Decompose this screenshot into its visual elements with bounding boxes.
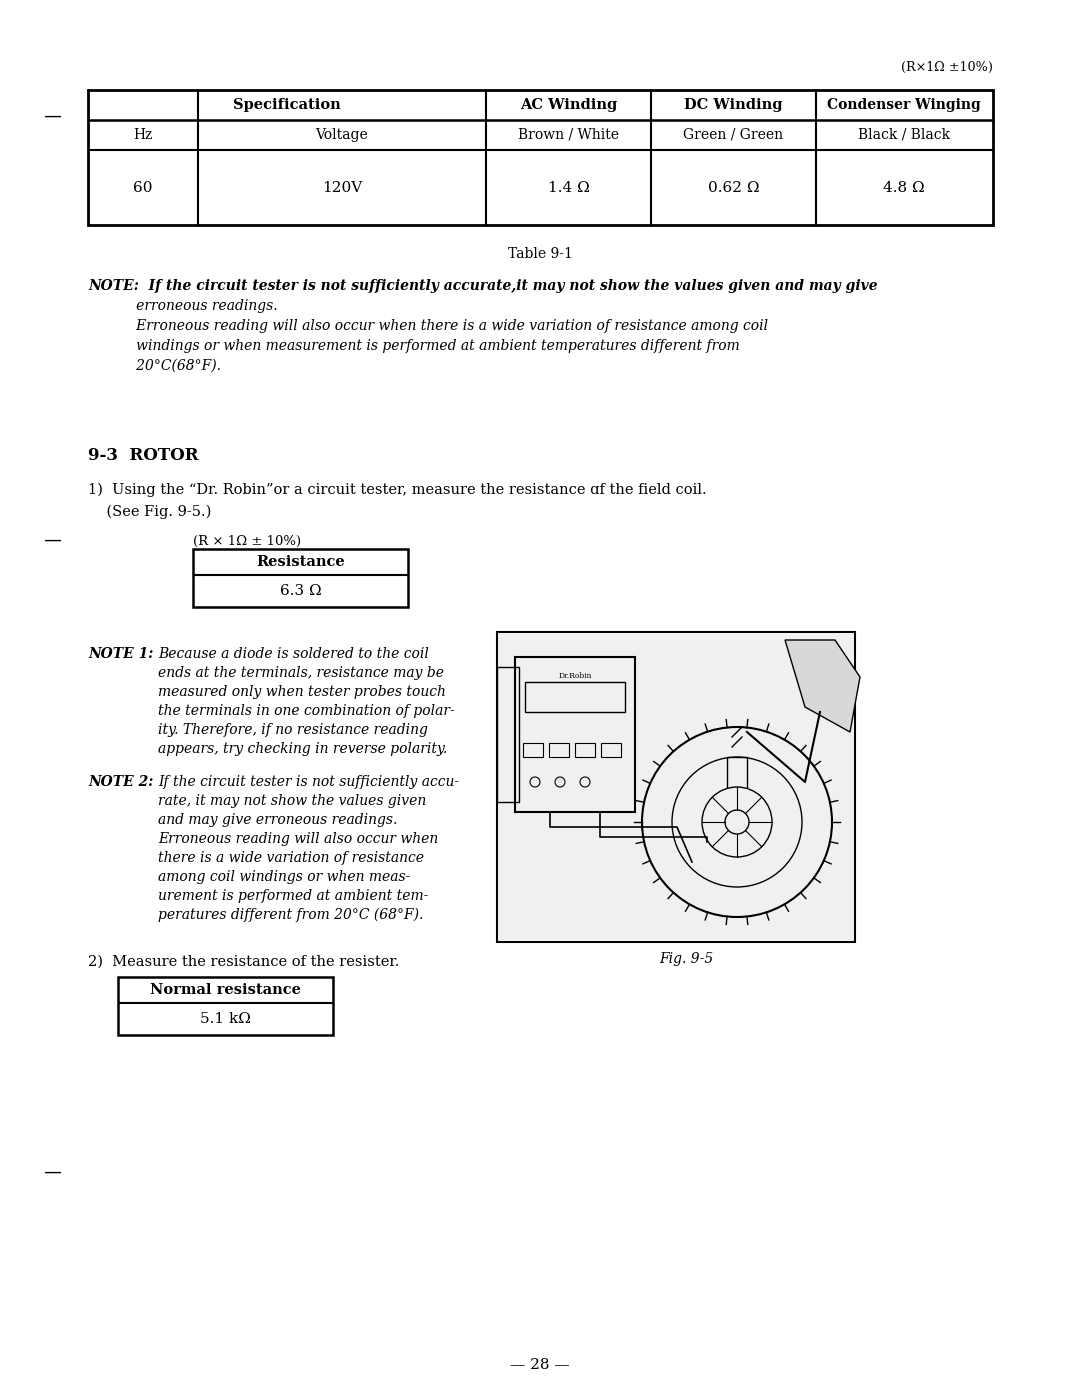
Text: among coil windings or when meas-: among coil windings or when meas-: [158, 869, 410, 883]
Text: 9-3  ROTOR: 9-3 ROTOR: [87, 447, 199, 463]
Text: Voltage: Voltage: [315, 127, 368, 141]
Text: 4.8 Ω: 4.8 Ω: [883, 181, 926, 195]
Text: ends at the terminals, resistance may be: ends at the terminals, resistance may be: [158, 666, 444, 680]
Text: 2)  Measure the resistance of the resister.: 2) Measure the resistance of the resiste…: [87, 955, 400, 969]
Text: (R×1Ω ±10%): (R×1Ω ±10%): [901, 62, 993, 74]
Text: NOTE 1:: NOTE 1:: [87, 647, 153, 661]
Text: the terminals in one combination of polar-: the terminals in one combination of pola…: [158, 704, 455, 718]
Bar: [575, 743, 595, 757]
Text: —: —: [43, 1163, 60, 1182]
Bar: [118, 977, 333, 1035]
Bar: [523, 743, 543, 757]
Text: —: —: [43, 106, 60, 125]
Text: Hz: Hz: [133, 127, 152, 141]
Text: Because a diode is soldered to the coil: Because a diode is soldered to the coil: [158, 647, 429, 661]
Text: 20°C(68°F).: 20°C(68°F).: [87, 358, 221, 372]
Bar: [497, 631, 855, 942]
Text: peratures different from 20°C (68°F).: peratures different from 20°C (68°F).: [158, 909, 423, 923]
Bar: [193, 549, 408, 608]
Text: there is a wide variation of resistance: there is a wide variation of resistance: [158, 851, 424, 865]
Text: Green / Green: Green / Green: [684, 127, 783, 141]
Text: urement is performed at ambient tem-: urement is performed at ambient tem-: [158, 889, 429, 903]
Text: NOTE:  If the circuit tester is not sufficiently accurate,it may not show the va: NOTE: If the circuit tester is not suffi…: [87, 279, 878, 293]
Text: Dr.Robin: Dr.Robin: [558, 672, 592, 680]
Text: Condenser Winging: Condenser Winging: [827, 98, 982, 112]
Text: NOTE 2:: NOTE 2:: [87, 776, 153, 790]
Bar: [549, 743, 569, 757]
Text: Normal resistance: Normal resistance: [150, 983, 301, 997]
Bar: [515, 657, 635, 812]
Text: 0.62 Ω: 0.62 Ω: [707, 181, 759, 195]
Text: DC Winding: DC Winding: [684, 98, 783, 112]
Text: Black / Black: Black / Black: [859, 127, 950, 141]
Bar: [525, 682, 625, 713]
Text: Table 9-1: Table 9-1: [508, 246, 572, 260]
Text: rate, it may not show the values given: rate, it may not show the values given: [158, 794, 427, 808]
Text: appears, try checking in reverse polarity.: appears, try checking in reverse polarit…: [158, 742, 447, 756]
Text: 60: 60: [133, 181, 152, 195]
Text: —: —: [43, 531, 60, 549]
Text: If the circuit tester is not sufficiently accu-: If the circuit tester is not sufficientl…: [158, 776, 459, 790]
Text: ity. Therefore, if no resistance reading: ity. Therefore, if no resistance reading: [158, 722, 428, 736]
Text: 5.1 kΩ: 5.1 kΩ: [200, 1012, 251, 1026]
Text: (See Fig. 9-5.): (See Fig. 9-5.): [87, 505, 212, 519]
Text: measured only when tester probes touch: measured only when tester probes touch: [158, 685, 446, 699]
Text: 120V: 120V: [322, 181, 362, 195]
Text: Resistance: Resistance: [256, 554, 345, 568]
Text: windings or when measurement is performed at ambient temperatures different from: windings or when measurement is performe…: [87, 339, 740, 353]
Polygon shape: [785, 640, 860, 732]
Bar: [87, 90, 993, 225]
Text: AC Winding: AC Winding: [519, 98, 617, 112]
Text: Erroneous reading will also occur when: Erroneous reading will also occur when: [158, 832, 438, 846]
Text: erroneous readings.: erroneous readings.: [87, 300, 278, 314]
Text: Specification: Specification: [233, 98, 341, 112]
Text: 1.4 Ω: 1.4 Ω: [548, 181, 590, 195]
Text: 6.3 Ω: 6.3 Ω: [280, 584, 322, 598]
Text: and may give erroneous readings.: and may give erroneous readings.: [158, 813, 397, 827]
Bar: [497, 666, 519, 802]
Text: Brown / White: Brown / White: [518, 127, 619, 141]
Text: (R × 1Ω ± 10%): (R × 1Ω ± 10%): [193, 535, 301, 547]
Text: 1)  Using the “Dr. Robin”or a circuit tester, measure the resistance ɑf the fiel: 1) Using the “Dr. Robin”or a circuit tes…: [87, 483, 706, 497]
Text: Erroneous reading will also occur when there is a wide variation of resistance a: Erroneous reading will also occur when t…: [87, 319, 768, 333]
Text: Fig. 9-5: Fig. 9-5: [659, 952, 713, 966]
Text: — 28 —: — 28 —: [510, 1358, 570, 1372]
Bar: [498, 633, 854, 941]
Bar: [600, 743, 621, 757]
